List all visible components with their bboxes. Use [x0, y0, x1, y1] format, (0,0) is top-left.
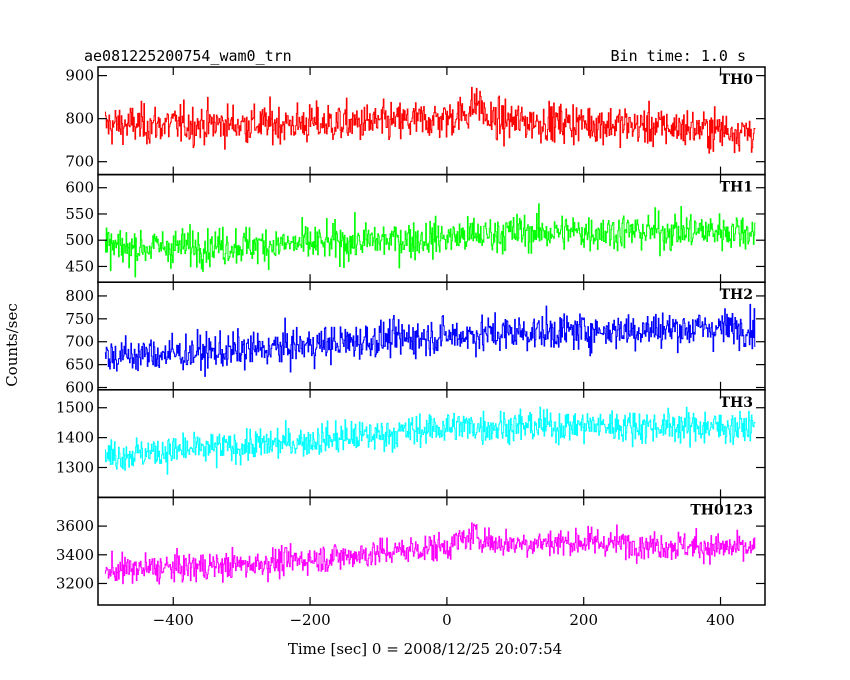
- panel-th0: 700 800 900 TH0: [65, 66, 766, 176]
- panel-label: TH2: [720, 287, 753, 303]
- y-tick-label: 1400: [56, 429, 94, 447]
- x-tick-label: 200: [569, 611, 598, 629]
- panel-label: TH1: [720, 180, 753, 196]
- bin-time-label: Bin time: 1.0 s: [611, 47, 746, 65]
- y-tick-label: 3200: [56, 574, 94, 592]
- y-tick-label: 800: [65, 110, 94, 128]
- x-tick-label: −200: [289, 611, 330, 629]
- panel-label: TH3: [720, 395, 753, 411]
- y-tick-label: 700: [65, 333, 94, 351]
- panel-th1: 450 500 550 600 TH1: [65, 173, 766, 283]
- panel-th3: 1300 1400 1500 TH3: [56, 389, 766, 499]
- source-name: ae081225200754_wam0_trn: [84, 47, 292, 65]
- series-line-th1: [104, 203, 756, 278]
- y-tick-label: 450: [65, 257, 94, 275]
- y-tick-label: 3600: [56, 517, 94, 535]
- series-line-th0: [104, 86, 756, 154]
- y-tick-label: 600: [65, 179, 94, 197]
- x-axis: −400 −200 0 200 400: [153, 611, 735, 629]
- x-tick-label: 400: [706, 611, 735, 629]
- y-axis-label: Counts/sec: [3, 303, 21, 387]
- x-tick-label: −400: [153, 611, 194, 629]
- y-tick-label: 500: [65, 231, 94, 249]
- y-tick-label: 600: [65, 379, 94, 397]
- y-tick-label: 750: [65, 310, 94, 328]
- series-line-th3: [104, 406, 756, 475]
- x-tick-label: 0: [442, 611, 452, 629]
- y-tick-label: 800: [65, 287, 94, 305]
- series-line-th0123: [104, 522, 756, 585]
- panel-frame: [97, 496, 766, 606]
- y-tick-label: 1300: [56, 459, 94, 477]
- panel-th0123: 3200 3400 3600 TH0123: [56, 496, 766, 606]
- panel-th2: 600 650 700 750 800 TH2: [65, 281, 766, 397]
- x-axis-label: Time [sec] 0 = 2008/12/25 20:07:54: [288, 640, 562, 658]
- panel-label: TH0123: [690, 502, 753, 518]
- y-tick-label: 1500: [56, 399, 94, 417]
- y-tick-label: 3400: [56, 546, 94, 564]
- panels-group: 700 800 900 TH0 450 500 550 600 TH1 600 650 700 750 8…: [56, 66, 766, 606]
- panel-label: TH0: [720, 72, 754, 88]
- series-line-th2: [104, 303, 756, 377]
- y-tick-label: 650: [65, 356, 94, 374]
- y-tick-label: 700: [65, 153, 94, 171]
- y-tick-label: 900: [65, 67, 94, 85]
- y-tick-label: 550: [65, 205, 94, 223]
